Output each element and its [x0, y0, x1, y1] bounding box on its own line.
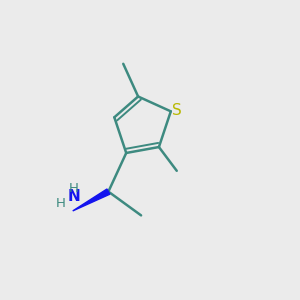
- Text: H: H: [69, 182, 79, 195]
- Text: N: N: [67, 189, 80, 204]
- Text: S: S: [172, 103, 182, 118]
- Text: H: H: [56, 197, 66, 210]
- Polygon shape: [73, 189, 110, 211]
